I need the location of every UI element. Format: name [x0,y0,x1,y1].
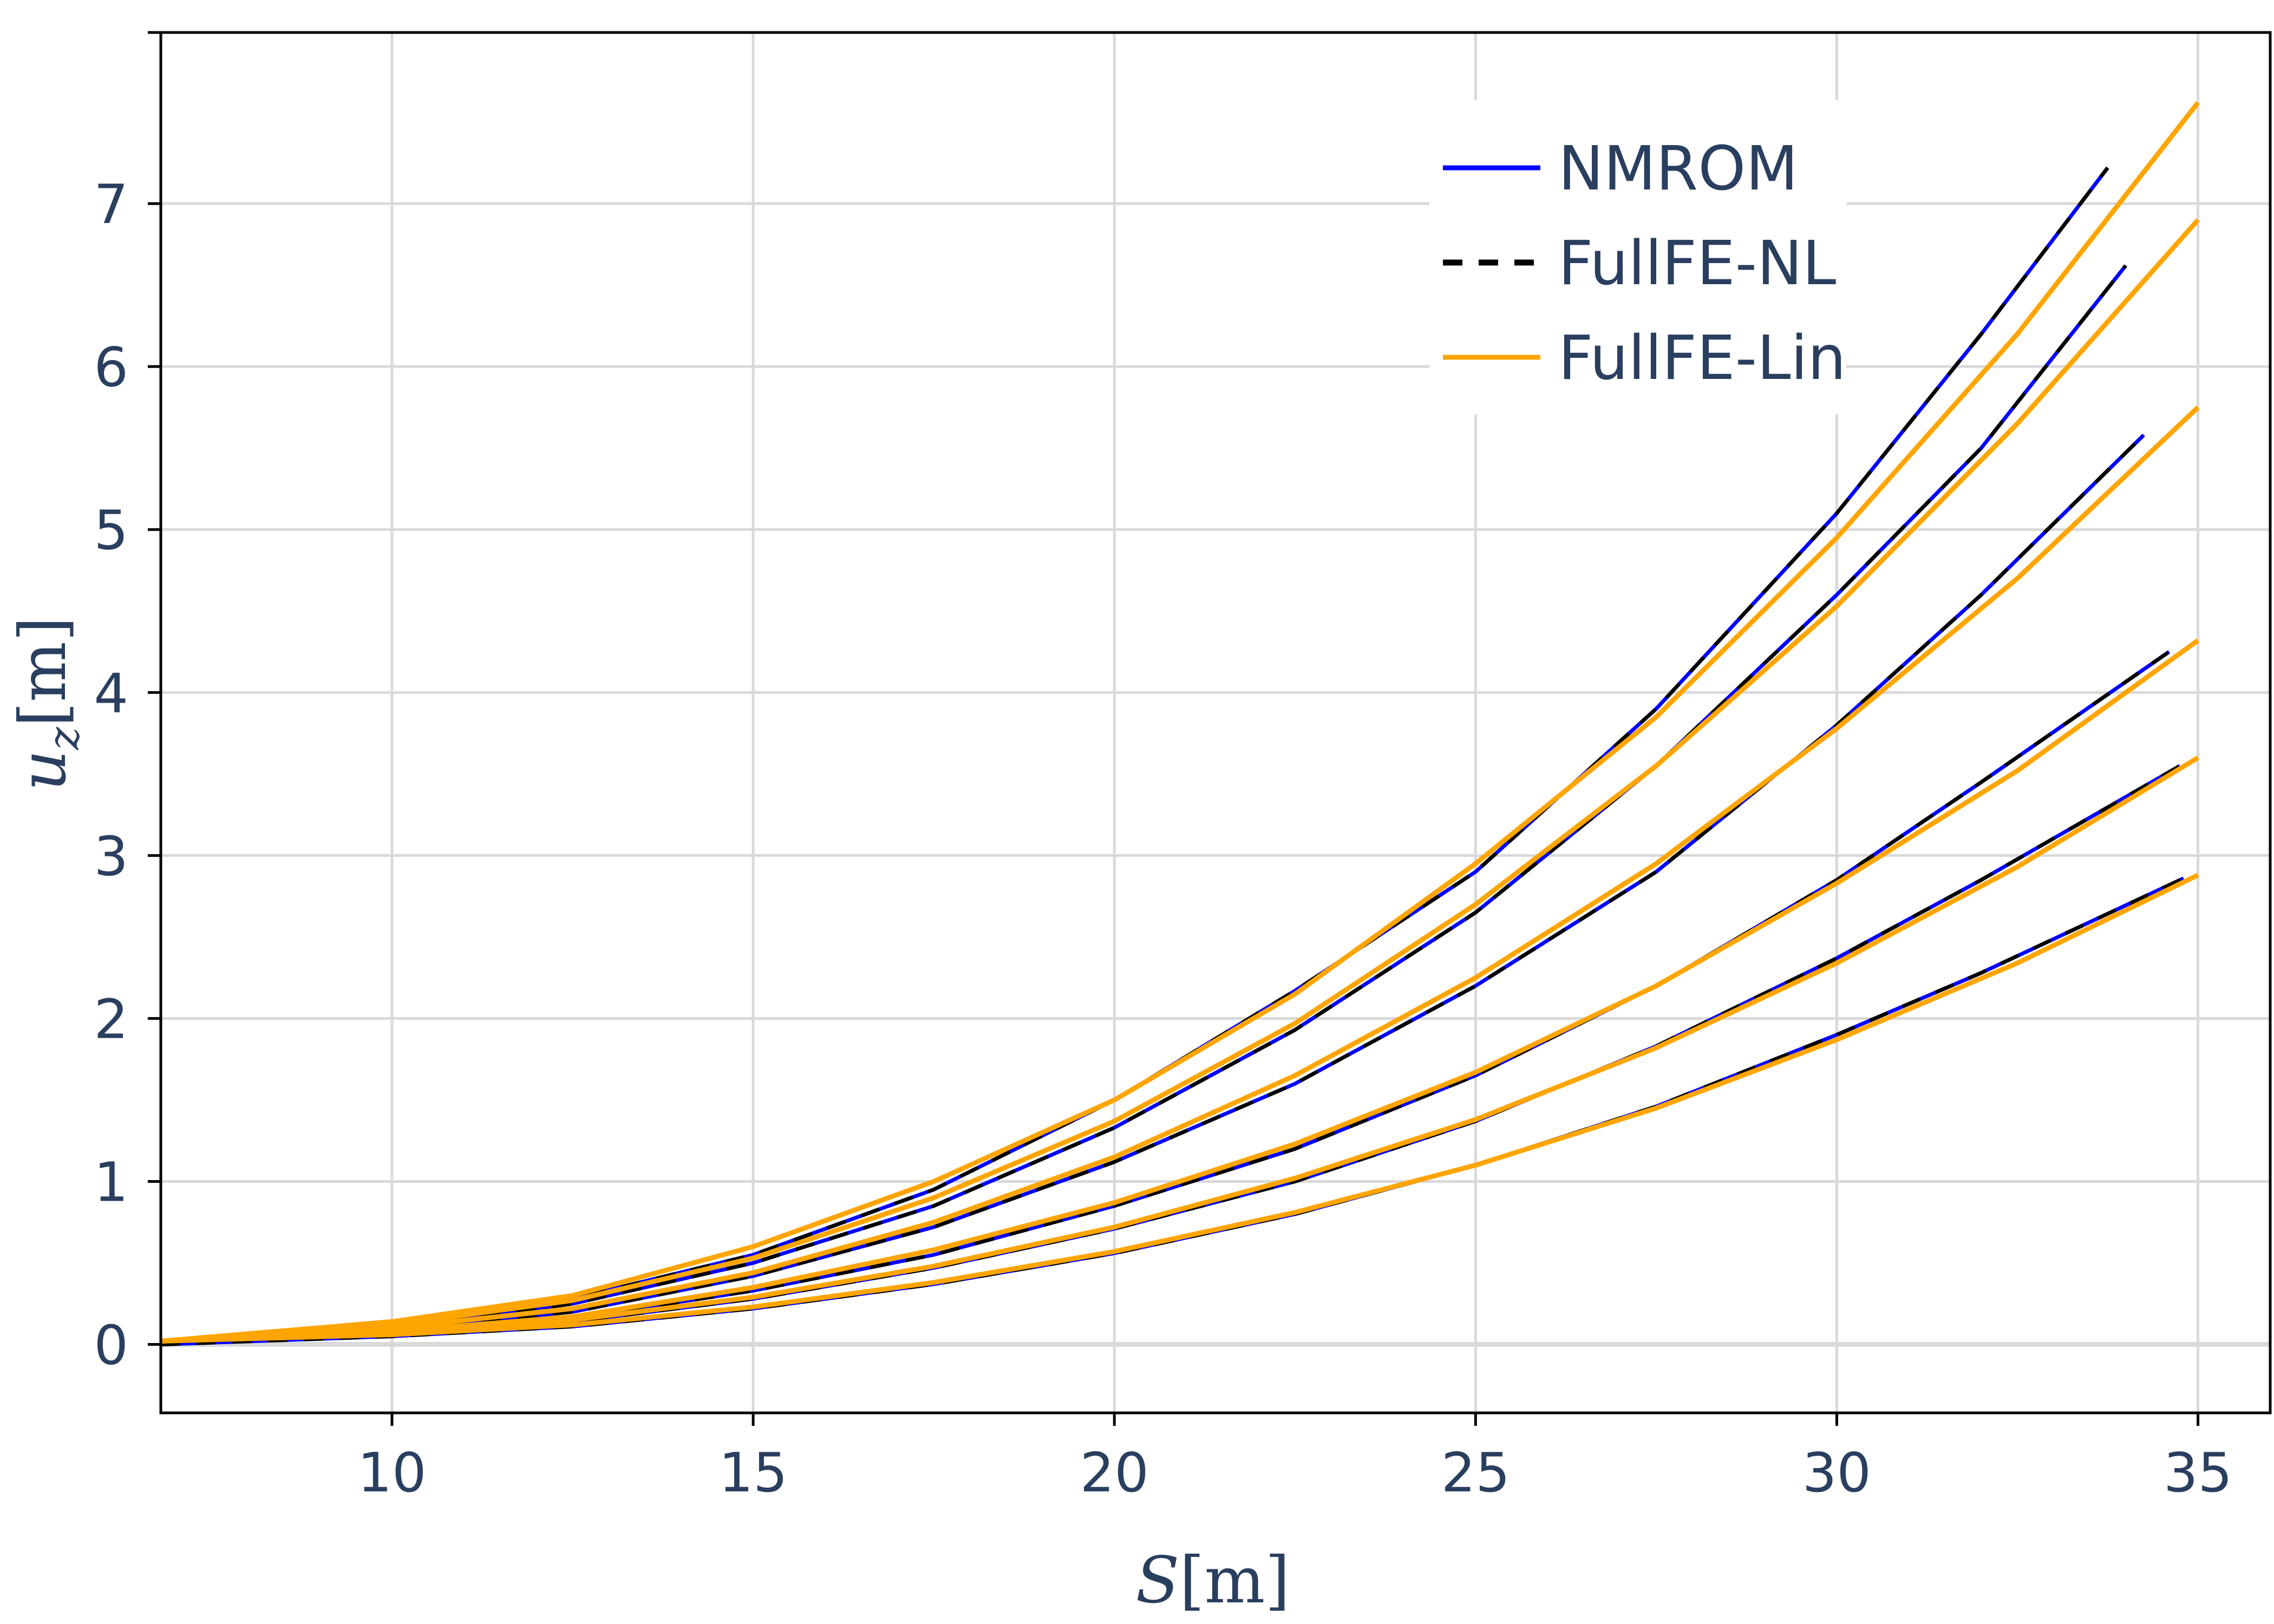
y-axis-title-main: u [5,750,80,791]
x-tick-label: 10 [357,1441,426,1504]
y-tick-label: 7 [94,173,128,236]
fullfe-lin-line [160,218,2200,1344]
fullfe-nl-line [160,764,2181,1347]
x-tick-label: 35 [2164,1441,2232,1504]
plot-frame [159,31,2272,1415]
y-tick-label: 1 [94,1150,128,1214]
x-tick-label: 15 [718,1441,787,1504]
fullfe-lin-line [160,638,2200,1344]
fullfe-lin-line [160,873,2199,1344]
y-tick-label: 6 [94,336,128,399]
y-tick-label: 3 [94,824,128,888]
fullfe-nl-line [160,434,2145,1347]
legend: NMROM FullFE-NL FullFE-Lin [1429,100,1846,414]
y-tick-label: 2 [94,987,128,1051]
fullfe-nl-line [160,650,2171,1347]
x-tick-label: 30 [1802,1441,1871,1504]
y-axis-title-rest: [m] [5,617,80,727]
y-tick-label: 4 [94,662,128,725]
x-tick-label: 20 [1080,1441,1149,1504]
legend-label: FullFE-Lin [1558,323,1846,394]
x-axis-title: S[m] [1136,1543,1290,1618]
fullfe-lin-line [160,755,2199,1344]
y-axis-title: uz[m] [5,617,89,791]
fullfe-nl-line [160,264,2127,1347]
fullfe-lin-line [160,101,2200,1344]
y-tick-label: 0 [94,1314,128,1377]
y-tick-label: 5 [94,499,128,562]
grid [161,32,2270,1413]
y-axis-title-sub: z [38,726,89,750]
fullfe-nl-line [160,166,2109,1347]
x-tick-label: 25 [1441,1441,1510,1504]
legend-label: FullFE-NL [1558,228,1836,299]
fullfe-lin-line [160,405,2200,1344]
legend-label: NMROM [1558,134,1798,204]
x-axis-title-rest: [m] [1179,1543,1290,1618]
series-group [160,101,2200,1347]
x-axis-title-main: S [1136,1543,1180,1618]
legend-box [1429,100,1846,414]
axis-ticks: 10 15 20 25 30 35 0 1 2 3 4 5 6 7 [94,31,2232,1504]
